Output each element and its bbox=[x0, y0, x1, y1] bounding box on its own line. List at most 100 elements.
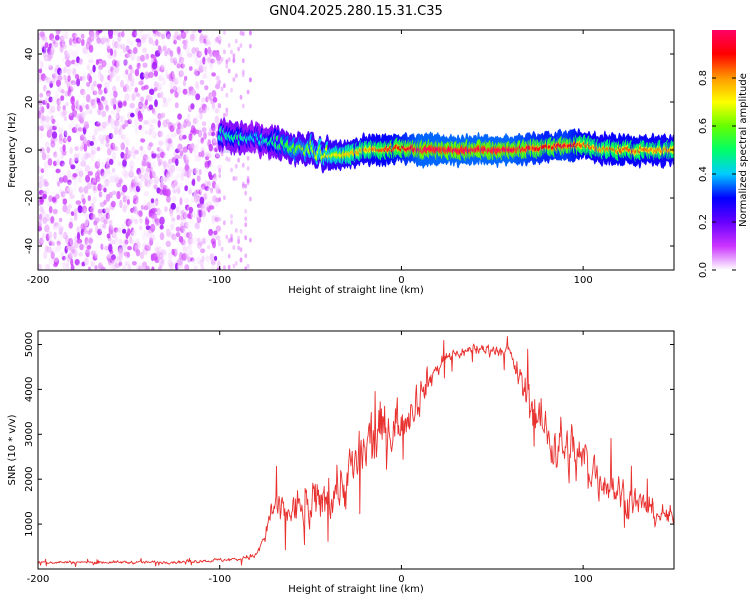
noise-cell bbox=[138, 113, 144, 122]
colorbar-tick-label: 0.0 bbox=[698, 262, 709, 278]
noise-cell bbox=[51, 171, 56, 180]
noise-cell bbox=[174, 55, 179, 62]
noise-cell bbox=[97, 73, 103, 80]
noise-cell bbox=[187, 168, 193, 174]
noise-cell bbox=[65, 53, 70, 60]
noise-cell bbox=[98, 249, 103, 257]
noise-cell bbox=[135, 185, 141, 193]
noise-cell bbox=[39, 31, 45, 37]
noise-cell bbox=[65, 143, 70, 150]
noise-cell bbox=[104, 180, 110, 187]
noise-cell bbox=[62, 149, 67, 156]
noise-cell bbox=[52, 39, 56, 45]
noise-cell bbox=[75, 32, 81, 39]
noise-cell bbox=[81, 156, 87, 162]
noise-cell bbox=[114, 41, 119, 49]
noise-cell bbox=[70, 264, 75, 270]
noise-cell bbox=[94, 107, 99, 114]
noise-cell bbox=[127, 72, 133, 82]
noise-cell bbox=[136, 241, 141, 249]
noise-cell bbox=[83, 257, 89, 266]
noise-cell bbox=[129, 235, 133, 244]
noise-cell bbox=[244, 190, 248, 196]
noise-cell bbox=[84, 218, 89, 227]
noise-cell bbox=[89, 141, 94, 146]
noise-cell bbox=[108, 114, 112, 124]
noise-cell bbox=[244, 216, 248, 222]
noise-cell bbox=[130, 41, 134, 47]
noise-cell bbox=[165, 101, 169, 107]
noise-cell bbox=[191, 186, 197, 194]
noise-cell bbox=[201, 107, 207, 114]
noise-cell bbox=[130, 75, 135, 83]
noise-cell bbox=[111, 152, 117, 161]
noise-cell bbox=[203, 215, 208, 224]
colorbar-tick-label: 0.8 bbox=[698, 70, 709, 86]
noise-cell bbox=[90, 260, 95, 267]
noise-cell bbox=[64, 186, 70, 194]
noise-cell bbox=[130, 216, 136, 223]
noise-cell bbox=[209, 150, 215, 158]
noise-cell bbox=[146, 232, 152, 240]
noise-cell bbox=[158, 158, 163, 165]
noise-cell bbox=[159, 224, 164, 230]
noise-cell bbox=[203, 193, 208, 200]
noise-cell bbox=[216, 80, 220, 87]
noise-cell bbox=[214, 153, 220, 159]
noise-cell bbox=[139, 251, 145, 260]
noise-cell bbox=[195, 93, 201, 101]
noise-cell bbox=[178, 134, 184, 141]
noise-cell bbox=[135, 196, 139, 204]
noise-cell bbox=[139, 164, 143, 170]
snr-x-label: Height of straight line (km) bbox=[288, 584, 424, 595]
noise-cell bbox=[170, 223, 175, 231]
noise-cell bbox=[211, 102, 216, 109]
noise-cell bbox=[123, 58, 129, 66]
noise-cell bbox=[182, 134, 187, 140]
noise-cell bbox=[81, 44, 85, 53]
snr-panel: -200 -100 0 100 1000 2000 3000 4000 5000 Height… bbox=[7, 330, 675, 595]
noise-cell bbox=[135, 249, 141, 257]
noise-cell bbox=[168, 262, 174, 269]
noise-cell bbox=[170, 262, 174, 270]
noise-cell bbox=[85, 248, 90, 258]
noise-cell bbox=[53, 151, 58, 158]
noise-cell bbox=[156, 207, 161, 216]
noise-cell bbox=[196, 175, 201, 182]
noise-cell bbox=[109, 258, 116, 264]
noise-cell bbox=[43, 85, 47, 92]
noise-cell bbox=[174, 78, 179, 85]
noise-cell bbox=[56, 171, 61, 180]
colorbar-tick-label: 0.4 bbox=[698, 166, 709, 182]
noise-cell bbox=[152, 149, 157, 155]
noise-cell bbox=[188, 66, 193, 71]
noise-cell bbox=[244, 266, 248, 270]
noise-cell bbox=[73, 241, 79, 249]
noise-cell bbox=[199, 111, 203, 120]
noise-cell bbox=[227, 253, 231, 259]
noise-cell bbox=[246, 263, 250, 269]
noise-cell bbox=[101, 36, 107, 44]
noise-cell bbox=[182, 88, 188, 95]
noise-cell bbox=[109, 175, 115, 183]
noise-cell bbox=[136, 42, 142, 48]
noise-cell bbox=[114, 60, 120, 68]
noise-cell bbox=[160, 176, 166, 184]
noise-cell bbox=[149, 166, 153, 173]
noise-cell bbox=[148, 178, 153, 185]
noise-cell bbox=[77, 205, 83, 214]
noise-cell bbox=[88, 75, 93, 84]
noise-cell bbox=[127, 218, 133, 224]
noise-cell bbox=[225, 111, 229, 117]
noise-cell bbox=[159, 80, 165, 89]
noise-cell bbox=[164, 206, 168, 213]
noise-cell bbox=[82, 198, 86, 205]
noise-cell bbox=[202, 63, 206, 72]
noise-cell bbox=[40, 60, 44, 70]
noise-cell bbox=[117, 133, 123, 140]
noise-cell bbox=[174, 248, 179, 253]
noise-cell bbox=[127, 49, 133, 55]
noise-cell bbox=[91, 202, 95, 211]
noise-cell bbox=[139, 72, 145, 80]
noise-cell bbox=[62, 175, 69, 183]
